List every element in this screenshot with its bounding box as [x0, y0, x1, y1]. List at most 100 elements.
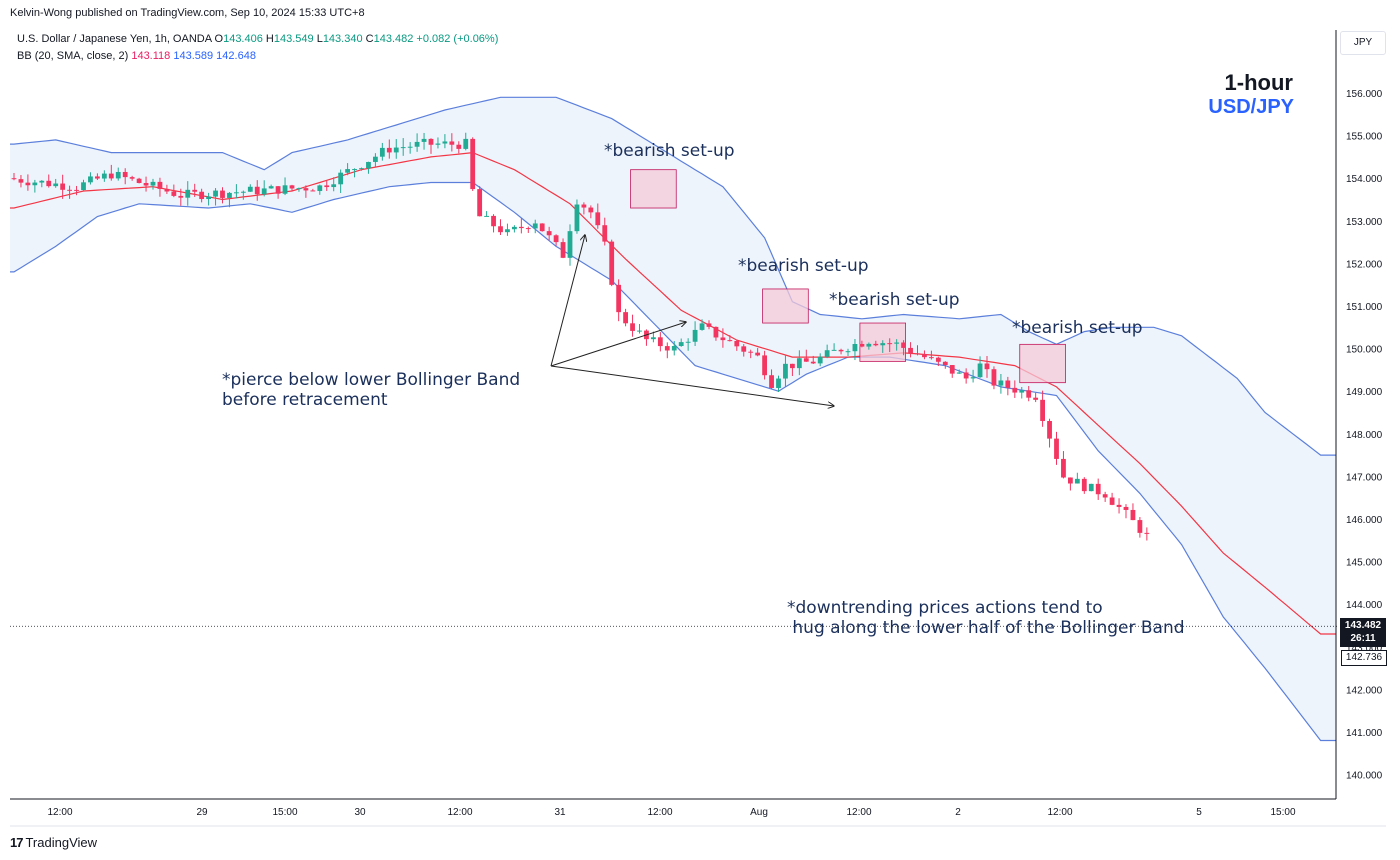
candle	[164, 184, 170, 194]
candle	[1081, 477, 1087, 494]
candle	[699, 319, 705, 331]
candle	[824, 344, 830, 359]
candle	[95, 173, 100, 180]
y-tick-label: 146.000	[1346, 515, 1383, 526]
candle	[115, 167, 121, 181]
change-value: +0.082 (+0.06%)	[416, 33, 499, 45]
candle	[963, 368, 969, 384]
y-tick-label: 145.000	[1346, 558, 1383, 569]
annotation-bearish-2: *bearish set-up	[738, 256, 869, 276]
candle	[67, 185, 72, 199]
candle	[463, 132, 469, 151]
open-label: O	[214, 33, 224, 45]
candle	[803, 349, 809, 362]
candle	[498, 219, 503, 236]
candle	[887, 338, 893, 353]
candle	[1054, 431, 1059, 465]
bollinger-band-fill	[10, 97, 1336, 741]
candle	[345, 163, 350, 176]
candle	[414, 133, 420, 152]
candle	[651, 331, 656, 343]
candle	[435, 137, 441, 149]
candle	[240, 190, 246, 200]
candle	[296, 187, 302, 192]
candle	[574, 199, 580, 234]
candle	[678, 338, 684, 347]
lower-band-badge: 142.736	[1341, 650, 1387, 666]
pair-title: USD/JPY	[1208, 96, 1294, 118]
y-tick-label: 141.000	[1346, 728, 1383, 739]
candle	[852, 339, 858, 361]
candle	[894, 339, 900, 351]
candle	[1088, 483, 1094, 492]
candle	[379, 142, 385, 161]
tradingview-logo[interactable]: 17 TradingView	[10, 835, 97, 850]
annotation-bearish-3: *bearish set-up	[829, 290, 960, 310]
candle	[532, 219, 538, 234]
high-label: H	[265, 33, 274, 45]
candle	[776, 375, 781, 393]
x-tick-label: 12:00	[846, 807, 871, 818]
candle	[18, 175, 24, 188]
setup-box-1	[630, 169, 677, 209]
y-tick-label: 150.000	[1346, 345, 1383, 356]
bb-upper-value: 143.589	[173, 50, 214, 62]
candle	[734, 339, 740, 351]
candle	[616, 279, 622, 322]
candle	[901, 340, 906, 356]
x-tick-label: 12:00	[447, 807, 472, 818]
candle	[491, 214, 496, 233]
candle	[1047, 418, 1052, 448]
setup-box-4	[1019, 343, 1066, 384]
candle	[275, 185, 281, 199]
y-tick-label: 144.000	[1346, 600, 1383, 611]
timeframe-title: 1-hour	[1224, 70, 1293, 95]
candle	[46, 174, 52, 188]
candle	[1019, 387, 1025, 399]
symbol-name[interactable]: U.S. Dollar / Japanese Yen, 1h, OANDA	[17, 33, 212, 45]
candle	[185, 181, 191, 206]
candle	[546, 226, 552, 241]
bb-basis-value: 143.118	[131, 50, 171, 62]
x-tick-label: 30	[354, 807, 366, 818]
y-tick-label: 156.000	[1346, 89, 1383, 100]
candle	[915, 345, 920, 356]
candle	[1116, 498, 1122, 514]
y-tick-label: 153.000	[1346, 217, 1383, 228]
candle	[908, 342, 913, 358]
candle	[1074, 472, 1080, 484]
candle	[220, 187, 225, 204]
candle	[755, 348, 761, 357]
candle	[81, 179, 86, 192]
candle	[1144, 527, 1150, 541]
candle	[352, 168, 357, 178]
annotation-pierce-1: *pierce below lower Bollinger Band	[222, 370, 521, 390]
candle	[428, 138, 434, 154]
candle	[706, 320, 712, 330]
bb-label[interactable]: BB (20, SMA, close, 2)	[17, 50, 129, 62]
candle	[998, 374, 1004, 394]
candle	[560, 238, 566, 259]
pierce-arrow-1	[550, 235, 585, 367]
candle	[588, 205, 594, 219]
y-tick-label: 142.000	[1346, 685, 1383, 696]
current-price-badge: 143.482 26:11	[1340, 618, 1386, 647]
candle	[1061, 451, 1066, 479]
candle	[623, 308, 628, 327]
candle	[373, 153, 378, 168]
candle	[39, 180, 45, 188]
candle	[32, 179, 38, 193]
candle	[657, 332, 663, 352]
candle	[199, 188, 205, 203]
y-tick-label: 143.000	[1346, 643, 1383, 654]
candle	[393, 139, 399, 159]
currency-button[interactable]: JPY	[1340, 31, 1386, 55]
candle	[1102, 491, 1108, 502]
setup-box-2	[762, 288, 809, 324]
candle	[303, 185, 309, 198]
candle	[143, 176, 149, 192]
candle	[790, 363, 795, 377]
high-value: 143.549	[273, 33, 314, 45]
candle	[442, 134, 448, 149]
